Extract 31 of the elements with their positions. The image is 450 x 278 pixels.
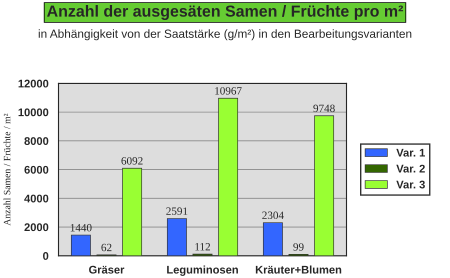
data-label: 2304 xyxy=(262,212,284,220)
y-tick-label: 8000 xyxy=(24,137,48,145)
data-label: 112 xyxy=(195,243,210,250)
y-tick-label: 10000 xyxy=(18,108,48,116)
legend-label: Var. 2 xyxy=(396,164,425,173)
legend-label: Var. 3 xyxy=(396,180,425,188)
chart-title: Anzahl der ausgesäten Samen / Früchte pro m² xyxy=(47,5,404,20)
data-label: 2591 xyxy=(166,207,188,215)
data-label: 99 xyxy=(293,243,304,251)
chart-subtitle: in Abhängigkeit von der Saatstärke (g/m²) in den Bearbeitungsvarianten xyxy=(38,29,412,40)
bar xyxy=(218,98,238,256)
bar xyxy=(314,115,334,256)
data-label: 9748 xyxy=(313,104,335,112)
y-axis-title: Anzahl Samen / Früchte / m² xyxy=(4,114,10,226)
bar xyxy=(166,218,187,256)
data-label: 6092 xyxy=(121,157,143,165)
x-tick-label: Kräuter+Blumen xyxy=(256,265,342,274)
data-label: 1440 xyxy=(70,224,92,232)
y-tick-label: 2000 xyxy=(24,223,48,232)
y-tick-label: 6000 xyxy=(24,166,48,174)
x-tick-label: Gräser xyxy=(89,266,124,274)
y-tick-label: 0 xyxy=(43,252,48,260)
legend-label: Var. 1 xyxy=(396,148,425,157)
data-label: 62 xyxy=(101,244,112,252)
bar xyxy=(262,222,283,256)
bar xyxy=(70,234,91,256)
bar xyxy=(122,168,142,256)
y-tick-label: 4000 xyxy=(24,194,48,202)
data-label: 10967 xyxy=(215,87,242,95)
y-tick-label: 12000 xyxy=(18,80,48,88)
x-tick-label: Leguminosen xyxy=(167,265,238,276)
